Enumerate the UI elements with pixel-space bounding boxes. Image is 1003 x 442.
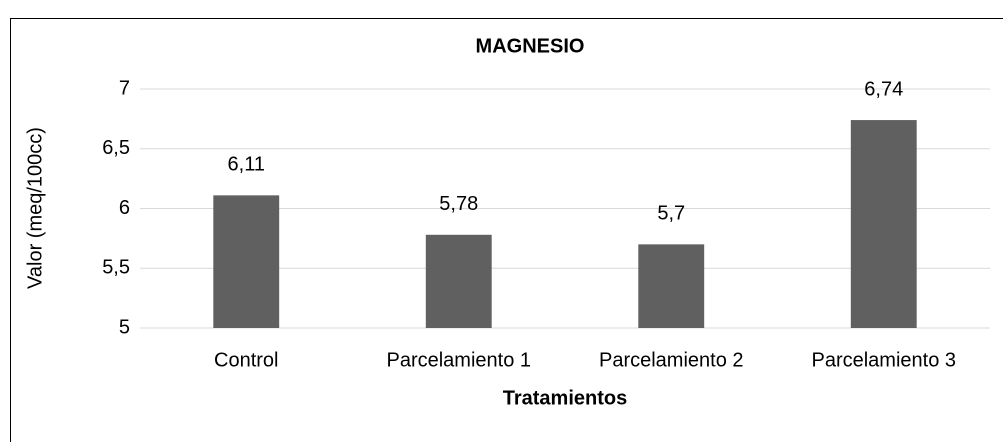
- bar: [213, 195, 280, 328]
- y-tick-label: 6,5: [102, 137, 130, 159]
- x-tick-label: Control: [214, 349, 278, 371]
- data-label: 5,78: [439, 193, 478, 215]
- data-label: 5,7: [657, 203, 685, 225]
- x-tick-label: Parcelamiento 3: [811, 349, 956, 371]
- y-tick-label: 5,5: [102, 257, 130, 279]
- data-label: 6,11: [228, 154, 265, 176]
- y-tick-label: 6: [119, 197, 130, 219]
- bar: [850, 120, 917, 328]
- y-tick-label: 5: [119, 316, 130, 338]
- x-tick-label: Parcelamiento 1: [386, 349, 531, 371]
- bar: [638, 244, 705, 328]
- y-tick-label: 7: [119, 77, 130, 99]
- x-axis-title: Tratamientos: [503, 387, 627, 409]
- bar: [425, 234, 492, 328]
- x-tick-label: Parcelamiento 2: [599, 349, 744, 371]
- y-axis-title: Valor (meq/100cc): [24, 127, 46, 289]
- chart-title: MAGNESIO: [476, 35, 585, 57]
- data-label: 6,74: [864, 78, 903, 100]
